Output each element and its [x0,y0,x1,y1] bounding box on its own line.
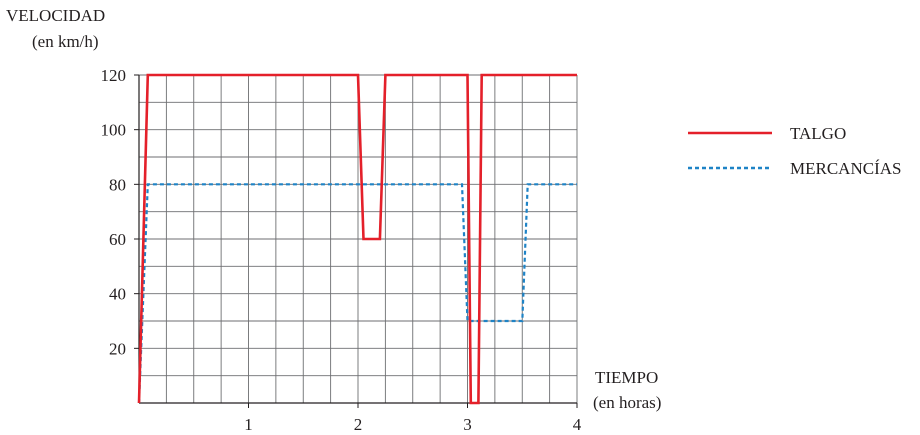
series-lines [137,73,577,405]
y-tick-labels: 20 40 60 80 100 120 [101,66,139,358]
x-tick-label: 2 [354,415,363,434]
series-line-mercancias [137,183,577,404]
y-axis-title-line1: VELOCIDAD [6,6,106,25]
y-tick-label: 80 [109,175,126,194]
legend: TALGO MERCANCÍAS [688,124,901,178]
x-tick-label: 4 [573,415,582,434]
legend-label-mercancias: MERCANCÍAS [790,159,901,178]
legend-label-talgo: TALGO [790,124,846,143]
series-line-talgo [137,73,577,405]
y-tick-label: 40 [109,285,126,304]
x-tick-label: 1 [244,415,253,434]
grid [139,74,578,403]
x-axis-title-line2: (en horas) [593,393,662,412]
y-axis-title-line2: (en km/h) [32,32,99,51]
x-axis-title-line1: TIEMPO [595,368,659,387]
y-tick-label: 20 [109,339,126,358]
y-tick-label: 120 [101,66,127,85]
x-tick-labels: 1 2 3 4 [244,403,582,434]
y-tick-label: 60 [109,230,126,249]
x-tick-label: 3 [463,415,472,434]
y-tick-label: 100 [101,121,127,140]
